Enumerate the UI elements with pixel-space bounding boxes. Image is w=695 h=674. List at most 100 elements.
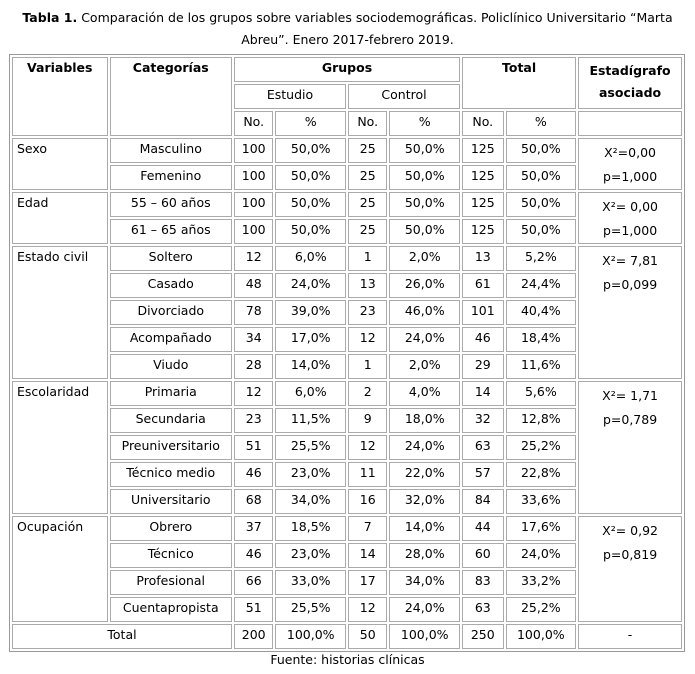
cell: 33,6% <box>505 489 577 514</box>
stat-cell: X²= 7,81 p=0,099 <box>578 246 682 379</box>
cell: 7 <box>348 516 388 541</box>
table-row: Ocupación Obrero 37 18,5% 7 14,0% 44 17,6% X²= 0… <box>12 516 682 622</box>
cell: 101 <box>462 300 504 325</box>
cell: 5,6% <box>505 381 577 406</box>
cell: 78 <box>233 300 274 325</box>
cell: 28 <box>233 354 274 379</box>
cell: 12,8% <box>505 408 577 433</box>
table-row: Estado civil Soltero 12 6,0% 1 2,0% 13 5,2% X²= … <box>12 246 682 379</box>
subheader-cell: No. <box>233 111 274 136</box>
table-row: Universitario 68 34,0% 16 32,0% 84 33,6% <box>12 489 682 514</box>
cell: 18,5% <box>275 516 346 541</box>
caption-text: Comparación de los grupos sobre variable… <box>81 10 673 47</box>
cell: 2,0% <box>389 354 461 379</box>
cell: 5,2% <box>505 246 577 271</box>
cell: 57 <box>462 462 504 487</box>
cell: 14 <box>462 381 504 406</box>
cell: 50,0% <box>275 192 346 217</box>
cell: 18,4% <box>505 327 577 352</box>
cell: Casado <box>109 273 232 298</box>
cell: Divorciado <box>109 300 232 325</box>
cell: 2 <box>348 381 388 406</box>
cell: 50,0% <box>389 165 461 190</box>
cell: Técnico medio <box>109 462 232 487</box>
variable-cell: Ocupación <box>12 516 108 622</box>
stat-cell: X²= 1,71 p=0,789 <box>578 381 682 514</box>
total-cell: 250 <box>462 624 504 649</box>
table-row: Sexo Masculino 100 50,0% 25 50,0% 125 50,0% X²=0… <box>12 138 682 190</box>
stat-line: X²=0,00 <box>604 145 656 160</box>
cell: 125 <box>462 165 504 190</box>
table-row: Técnico medio 46 23,0% 11 22,0% 57 22,8% <box>12 462 682 487</box>
cell: 50,0% <box>505 192 577 217</box>
table-row: Profesional 66 33,0% 17 34,0% 83 33,2% <box>12 570 682 595</box>
cell: 50,0% <box>505 165 577 190</box>
stat-line: X²= 7,81 <box>602 253 658 268</box>
stat-line: p=0,819 <box>602 547 658 562</box>
cell: 6,0% <box>275 381 346 406</box>
total-cell: 200 <box>233 624 274 649</box>
cell: 26,0% <box>389 273 461 298</box>
cell: 12 <box>233 381 274 406</box>
cell: 125 <box>462 219 504 244</box>
cell: 22,8% <box>505 462 577 487</box>
cell: 100 <box>233 138 274 163</box>
table-row: Variables Categorías Grupos Total Estadígraf… <box>12 57 682 136</box>
table-row: Escolaridad Primaria 12 6,0% 2 4,0% 14 5,6% X²= … <box>12 381 682 514</box>
cell: 63 <box>462 435 504 460</box>
cell: 100 <box>233 219 274 244</box>
cell: 13 <box>348 273 388 298</box>
cell: Técnico <box>109 543 232 568</box>
cell: 50,0% <box>275 138 346 163</box>
cell: 25,2% <box>505 597 577 622</box>
subheader-cell: No. <box>462 111 504 136</box>
cell: Secundaria <box>109 408 232 433</box>
variable-cell: Sexo <box>12 138 108 190</box>
table-row: No.% No.% No.% <box>12 111 682 136</box>
cell: 84 <box>462 489 504 514</box>
cell: 51 <box>233 435 274 460</box>
total-cell: 100,0% <box>505 624 577 649</box>
cell: 25,5% <box>275 597 346 622</box>
cell: 29 <box>462 354 504 379</box>
cell: 9 <box>348 408 388 433</box>
cell: Acompañado <box>109 327 232 352</box>
empty-cell <box>578 111 682 136</box>
header-cell: Control <box>348 84 461 109</box>
cell: 50,0% <box>389 219 461 244</box>
cell: 61 <box>462 273 504 298</box>
cell: Soltero <box>109 246 232 271</box>
cell: 46 <box>233 462 274 487</box>
cell: 32 <box>462 408 504 433</box>
cell: 60 <box>462 543 504 568</box>
cell: 1 <box>348 354 388 379</box>
cell: 11,6% <box>505 354 577 379</box>
total-cell: 50 <box>348 624 388 649</box>
cell: 125 <box>462 138 504 163</box>
cell: 39,0% <box>275 300 346 325</box>
cell: 23,0% <box>275 543 346 568</box>
cell: 100 <box>233 192 274 217</box>
subheader-cell: No. <box>348 111 388 136</box>
cell: 12 <box>348 327 388 352</box>
cell: 50,0% <box>389 138 461 163</box>
stat-line: X²= 0,92 <box>602 523 658 538</box>
table-row: Preuniversitario 51 25,5% 12 24,0% 63 25,2% <box>12 435 682 460</box>
cell: 24,0% <box>389 435 461 460</box>
cell: 48 <box>233 273 274 298</box>
caption: Tabla 1. Comparación de los grupos sobre… <box>20 0 675 47</box>
cell: 33,2% <box>505 570 577 595</box>
cell: 50,0% <box>505 219 577 244</box>
cell: 33,0% <box>275 570 346 595</box>
source: Fuente: historias clínicas <box>270 652 425 667</box>
stat-line: p=1,000 <box>602 169 658 184</box>
cell: 16 <box>348 489 388 514</box>
header-cell: Estudio <box>233 84 346 109</box>
cell: 18,0% <box>389 408 461 433</box>
cell: 50,0% <box>389 192 461 217</box>
cell: 24,4% <box>505 273 577 298</box>
subheader-cell: % <box>275 111 346 136</box>
stat-line: p=0,789 <box>602 412 658 427</box>
cell: 55 – 60 años <box>109 192 232 217</box>
